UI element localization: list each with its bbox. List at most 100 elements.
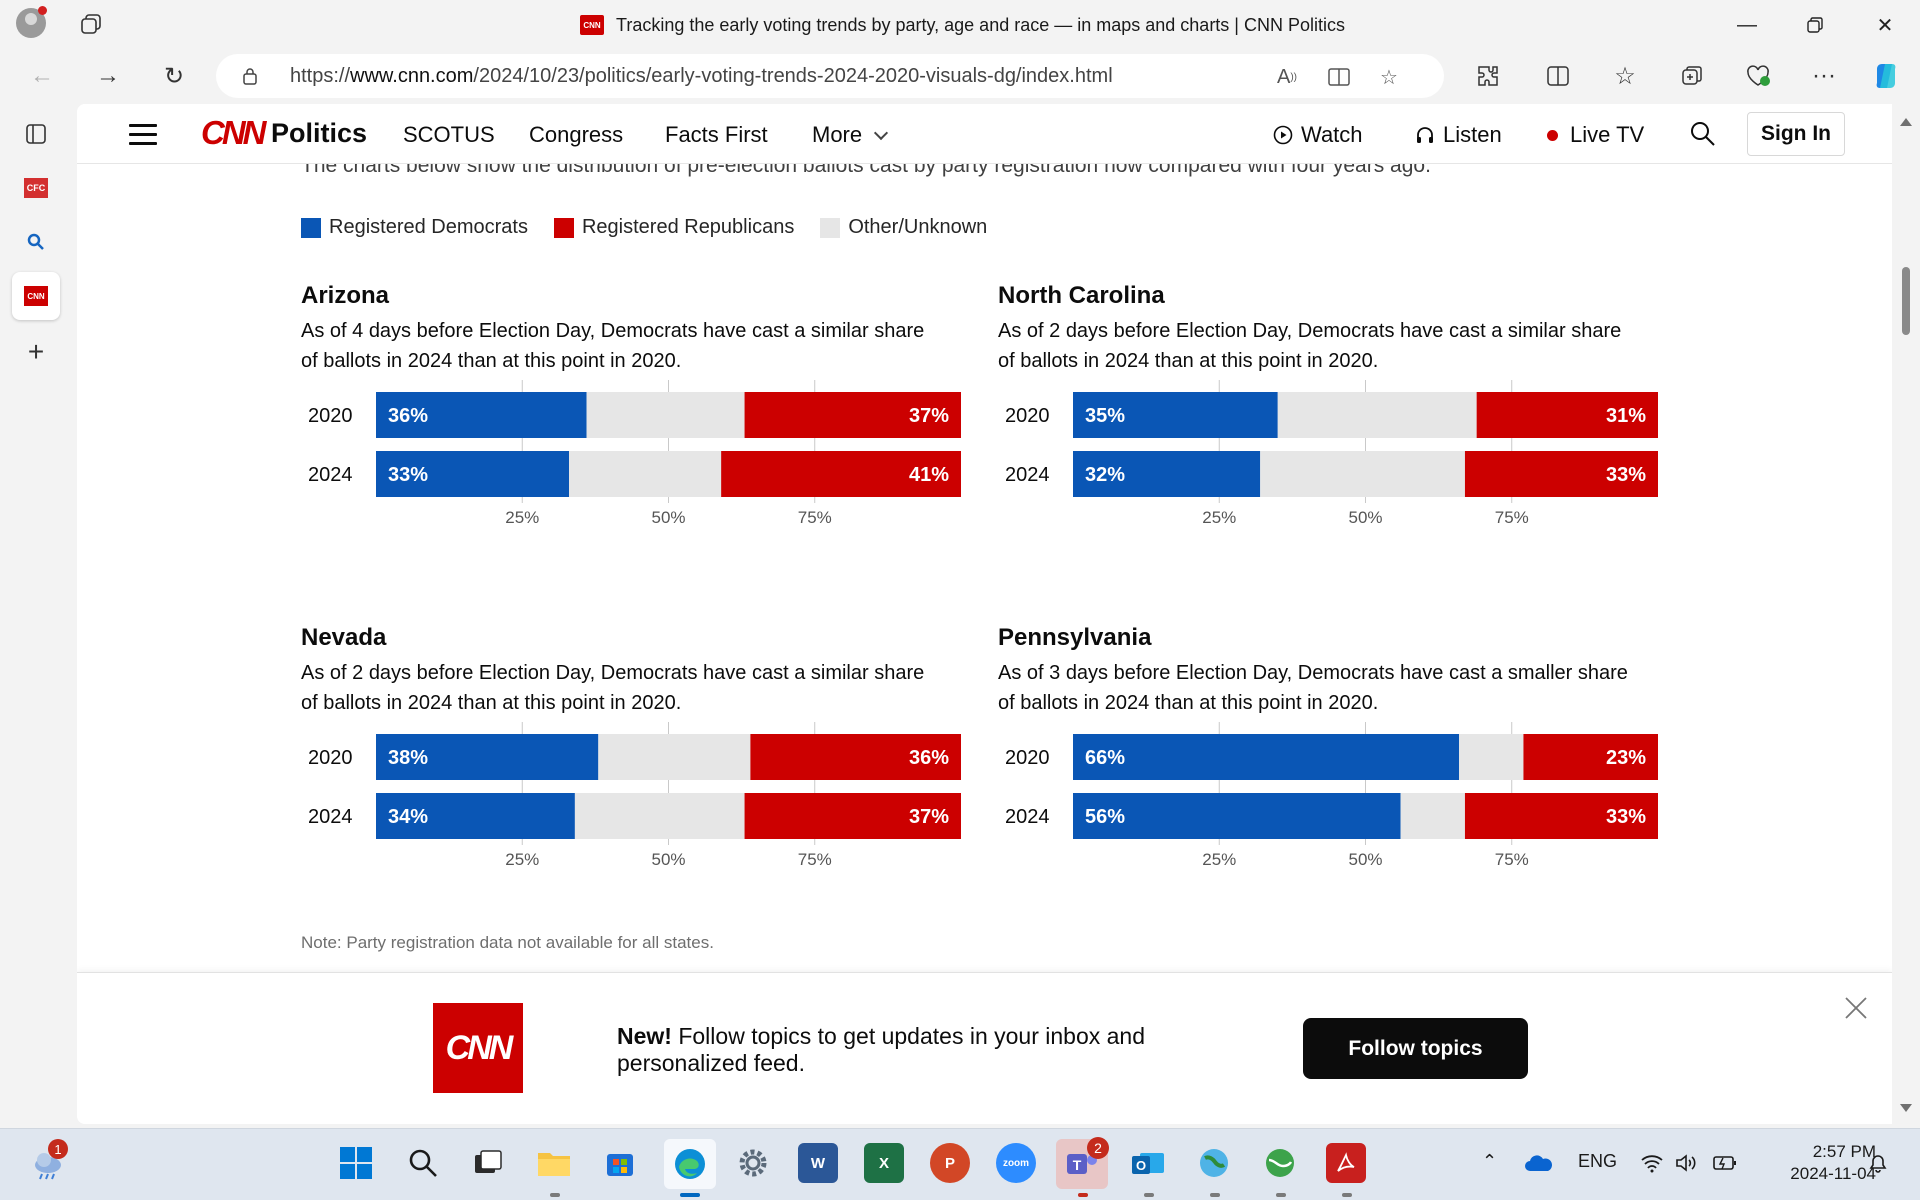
word-icon[interactable]: W: [798, 1143, 838, 1183]
data-label: 66%: [1085, 747, 1125, 769]
nav-more[interactable]: More: [812, 122, 889, 148]
refresh-icon[interactable]: ↻: [163, 62, 185, 90]
lock-icon[interactable]: [242, 67, 258, 85]
outlook-icon[interactable]: O: [1128, 1143, 1168, 1183]
web-content: CNN Politics SCOTUS Congress Facts First…: [77, 104, 1892, 1124]
app-icon[interactable]: [1194, 1143, 1234, 1183]
volume-icon[interactable]: [1674, 1153, 1698, 1173]
state-description: As of 3 days before Election Day, Democr…: [998, 662, 1628, 714]
nav-scotus[interactable]: SCOTUS: [403, 122, 495, 147]
year-label: 2024: [308, 464, 353, 486]
bar-segment: [1476, 392, 1658, 438]
watch-link[interactable]: Watch: [1273, 122, 1363, 148]
app-icon[interactable]: [1260, 1143, 1300, 1183]
battery-icon[interactable]: [1712, 1153, 1738, 1173]
language-indicator[interactable]: ENG: [1578, 1151, 1618, 1171]
tab-cfc[interactable]: CFC: [20, 172, 52, 204]
follow-topics-button[interactable]: Follow topics: [1303, 1018, 1528, 1079]
clock[interactable]: 2:57 PM 2024-11-04: [1760, 1141, 1876, 1185]
tab-actions-icon[interactable]: [80, 13, 102, 35]
active-indicator: [680, 1193, 700, 1197]
task-view-icon[interactable]: [468, 1143, 508, 1183]
close-icon[interactable]: [1843, 995, 1869, 1021]
bar-segment: [569, 451, 722, 497]
minimize-icon[interactable]: —: [1737, 13, 1757, 36]
url-text[interactable]: https://www.cnn.com/2024/10/23/politics/…: [290, 65, 1113, 88]
zoom-icon[interactable]: zoom: [996, 1143, 1036, 1183]
start-icon[interactable]: [336, 1143, 376, 1183]
chevron-down-icon: [874, 125, 889, 141]
url-prefix: https://: [290, 65, 351, 87]
notifications-icon[interactable]: [1866, 1151, 1890, 1175]
bar-segment: [376, 451, 570, 497]
clock-time: 2:57 PM: [1812, 1142, 1876, 1161]
more-menu-icon[interactable]: ···: [1812, 62, 1836, 89]
promo-new-label: New!: [617, 1023, 672, 1049]
settings-icon[interactable]: [733, 1143, 773, 1183]
wifi-icon[interactable]: [1640, 1153, 1664, 1173]
file-explorer-icon[interactable]: [534, 1143, 574, 1183]
show-hidden-icons-icon[interactable]: ⌃: [1482, 1151, 1498, 1171]
promo-text: New! Follow topics to get updates in you…: [617, 1023, 1217, 1077]
weather-widget-icon[interactable]: [28, 1143, 68, 1183]
weather-badge: 1: [48, 1139, 68, 1159]
edge-taskbar-icon[interactable]: [664, 1139, 716, 1189]
section-title[interactable]: Politics: [271, 118, 368, 148]
chart-note: Note: Party registration data not availa…: [301, 933, 714, 952]
cnn-logo[interactable]: CNN: [197, 114, 268, 151]
split-screen-icon[interactable]: [1540, 58, 1576, 94]
title-bar: CNN Tracking the early voting trends by …: [0, 0, 1920, 50]
tab-search[interactable]: [20, 226, 52, 258]
play-circle-icon: [1273, 125, 1293, 145]
page-scrollbar[interactable]: [1893, 112, 1920, 1126]
onedrive-icon[interactable]: [1524, 1153, 1554, 1173]
powerpoint-icon[interactable]: P: [930, 1143, 970, 1183]
chart-nevada: Nevada As of 2 days before Election Day,…: [301, 624, 961, 944]
chart-arizona: Arizona As of 4 days before Election Day…: [301, 282, 961, 602]
favorites-icon[interactable]: ☆: [1614, 62, 1636, 90]
extensions-icon[interactable]: [1470, 58, 1506, 94]
bar-segment: [744, 793, 961, 839]
nav-congress[interactable]: Congress: [529, 122, 624, 147]
immersive-reader-icon[interactable]: [1326, 64, 1352, 90]
search-taskbar-icon[interactable]: [403, 1143, 443, 1183]
adobe-acrobat-icon[interactable]: [1326, 1143, 1366, 1183]
chart-svg: 2020 35% 31% 2024 32% 33% 25% 50% 75%: [1005, 380, 1658, 527]
scroll-up-arrow-icon[interactable]: [1900, 118, 1912, 126]
scroll-down-arrow-icon[interactable]: [1900, 1104, 1912, 1112]
microsoft-store-icon[interactable]: [600, 1143, 640, 1183]
live-tv-link[interactable]: Live TV: [1547, 122, 1644, 148]
copilot-icon[interactable]: [1868, 58, 1904, 94]
tick-label: 75%: [798, 850, 832, 869]
sign-in-button[interactable]: Sign In: [1747, 112, 1845, 156]
listen-link[interactable]: Listen: [1415, 122, 1502, 148]
search-icon[interactable]: [1689, 120, 1717, 148]
tab-cnn-active[interactable]: CNN: [12, 272, 60, 320]
back-icon[interactable]: ←: [30, 62, 54, 89]
legend-swatch-other: [820, 217, 841, 238]
address-bar[interactable]: https://www.cnn.com/2024/10/23/politics/…: [216, 54, 1444, 98]
bar-segment: [1523, 734, 1658, 780]
follow-topics-banner: CNN New! Follow topics to get updates in…: [77, 972, 1892, 1124]
svg-text:T: T: [1073, 1157, 1082, 1173]
scrollbar-thumb[interactable]: [1902, 267, 1910, 335]
excel-icon[interactable]: X: [864, 1143, 904, 1183]
restore-icon[interactable]: [1800, 10, 1830, 40]
running-indicator: [1342, 1193, 1352, 1197]
state-title: Arizona: [301, 282, 390, 309]
bar-segment: [750, 734, 961, 780]
state-title: North Carolina: [998, 282, 1165, 309]
nav-facts-first[interactable]: Facts First: [665, 122, 768, 147]
running-indicator: [1276, 1193, 1286, 1197]
forward-icon[interactable]: →: [96, 62, 120, 89]
read-aloud-icon[interactable]: A)): [1276, 65, 1297, 88]
bar-segment: [721, 451, 961, 497]
favorite-star-icon[interactable]: ☆: [1380, 66, 1398, 89]
collections-icon[interactable]: [1674, 58, 1710, 94]
sidebar-toggle-icon[interactable]: [20, 118, 52, 150]
hamburger-menu-icon[interactable]: [129, 124, 157, 145]
new-tab-icon[interactable]: +: [27, 336, 45, 367]
close-window-icon[interactable]: ✕: [1876, 14, 1894, 37]
bar-segment: [376, 392, 587, 438]
browser-essentials-icon[interactable]: [1740, 58, 1776, 94]
